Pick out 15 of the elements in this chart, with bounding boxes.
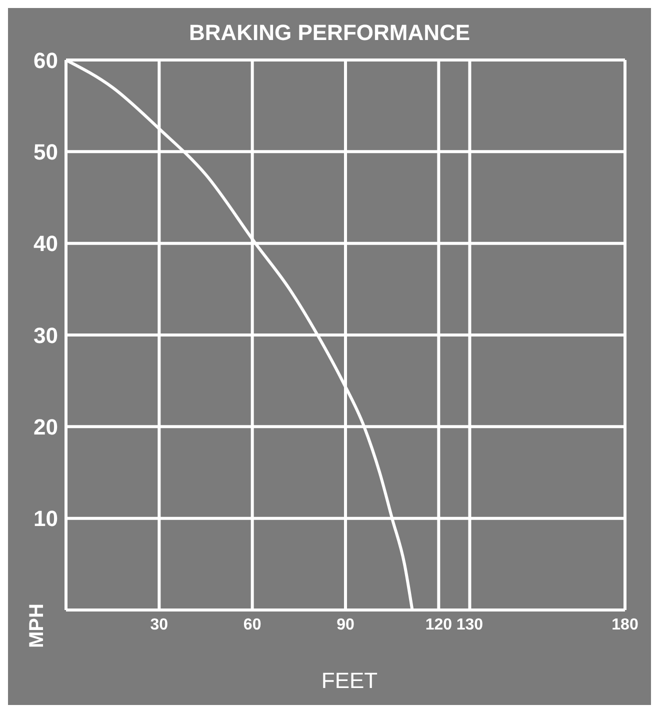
- y-axis-title: MPH: [26, 604, 49, 648]
- x-tick-label: 130: [456, 616, 484, 634]
- x-tick-label: 120: [425, 616, 452, 634]
- y-tick-label: 30: [34, 322, 58, 348]
- chart-title: BRAKING PERFORMANCE: [188, 20, 472, 46]
- y-tick-label: 60: [34, 48, 58, 73]
- x-tick-label: 30: [150, 616, 168, 634]
- x-axis-title: FEET: [320, 668, 379, 694]
- y-tick-label: 40: [34, 231, 58, 256]
- x-tick-label: 90: [336, 616, 354, 634]
- x-tick-label: 180: [612, 616, 638, 634]
- y-tick-label: 50: [34, 139, 58, 164]
- x-tick-label: 60: [243, 616, 262, 634]
- y-tick-label: 20: [34, 414, 58, 440]
- y-tick-label: 10: [34, 506, 58, 532]
